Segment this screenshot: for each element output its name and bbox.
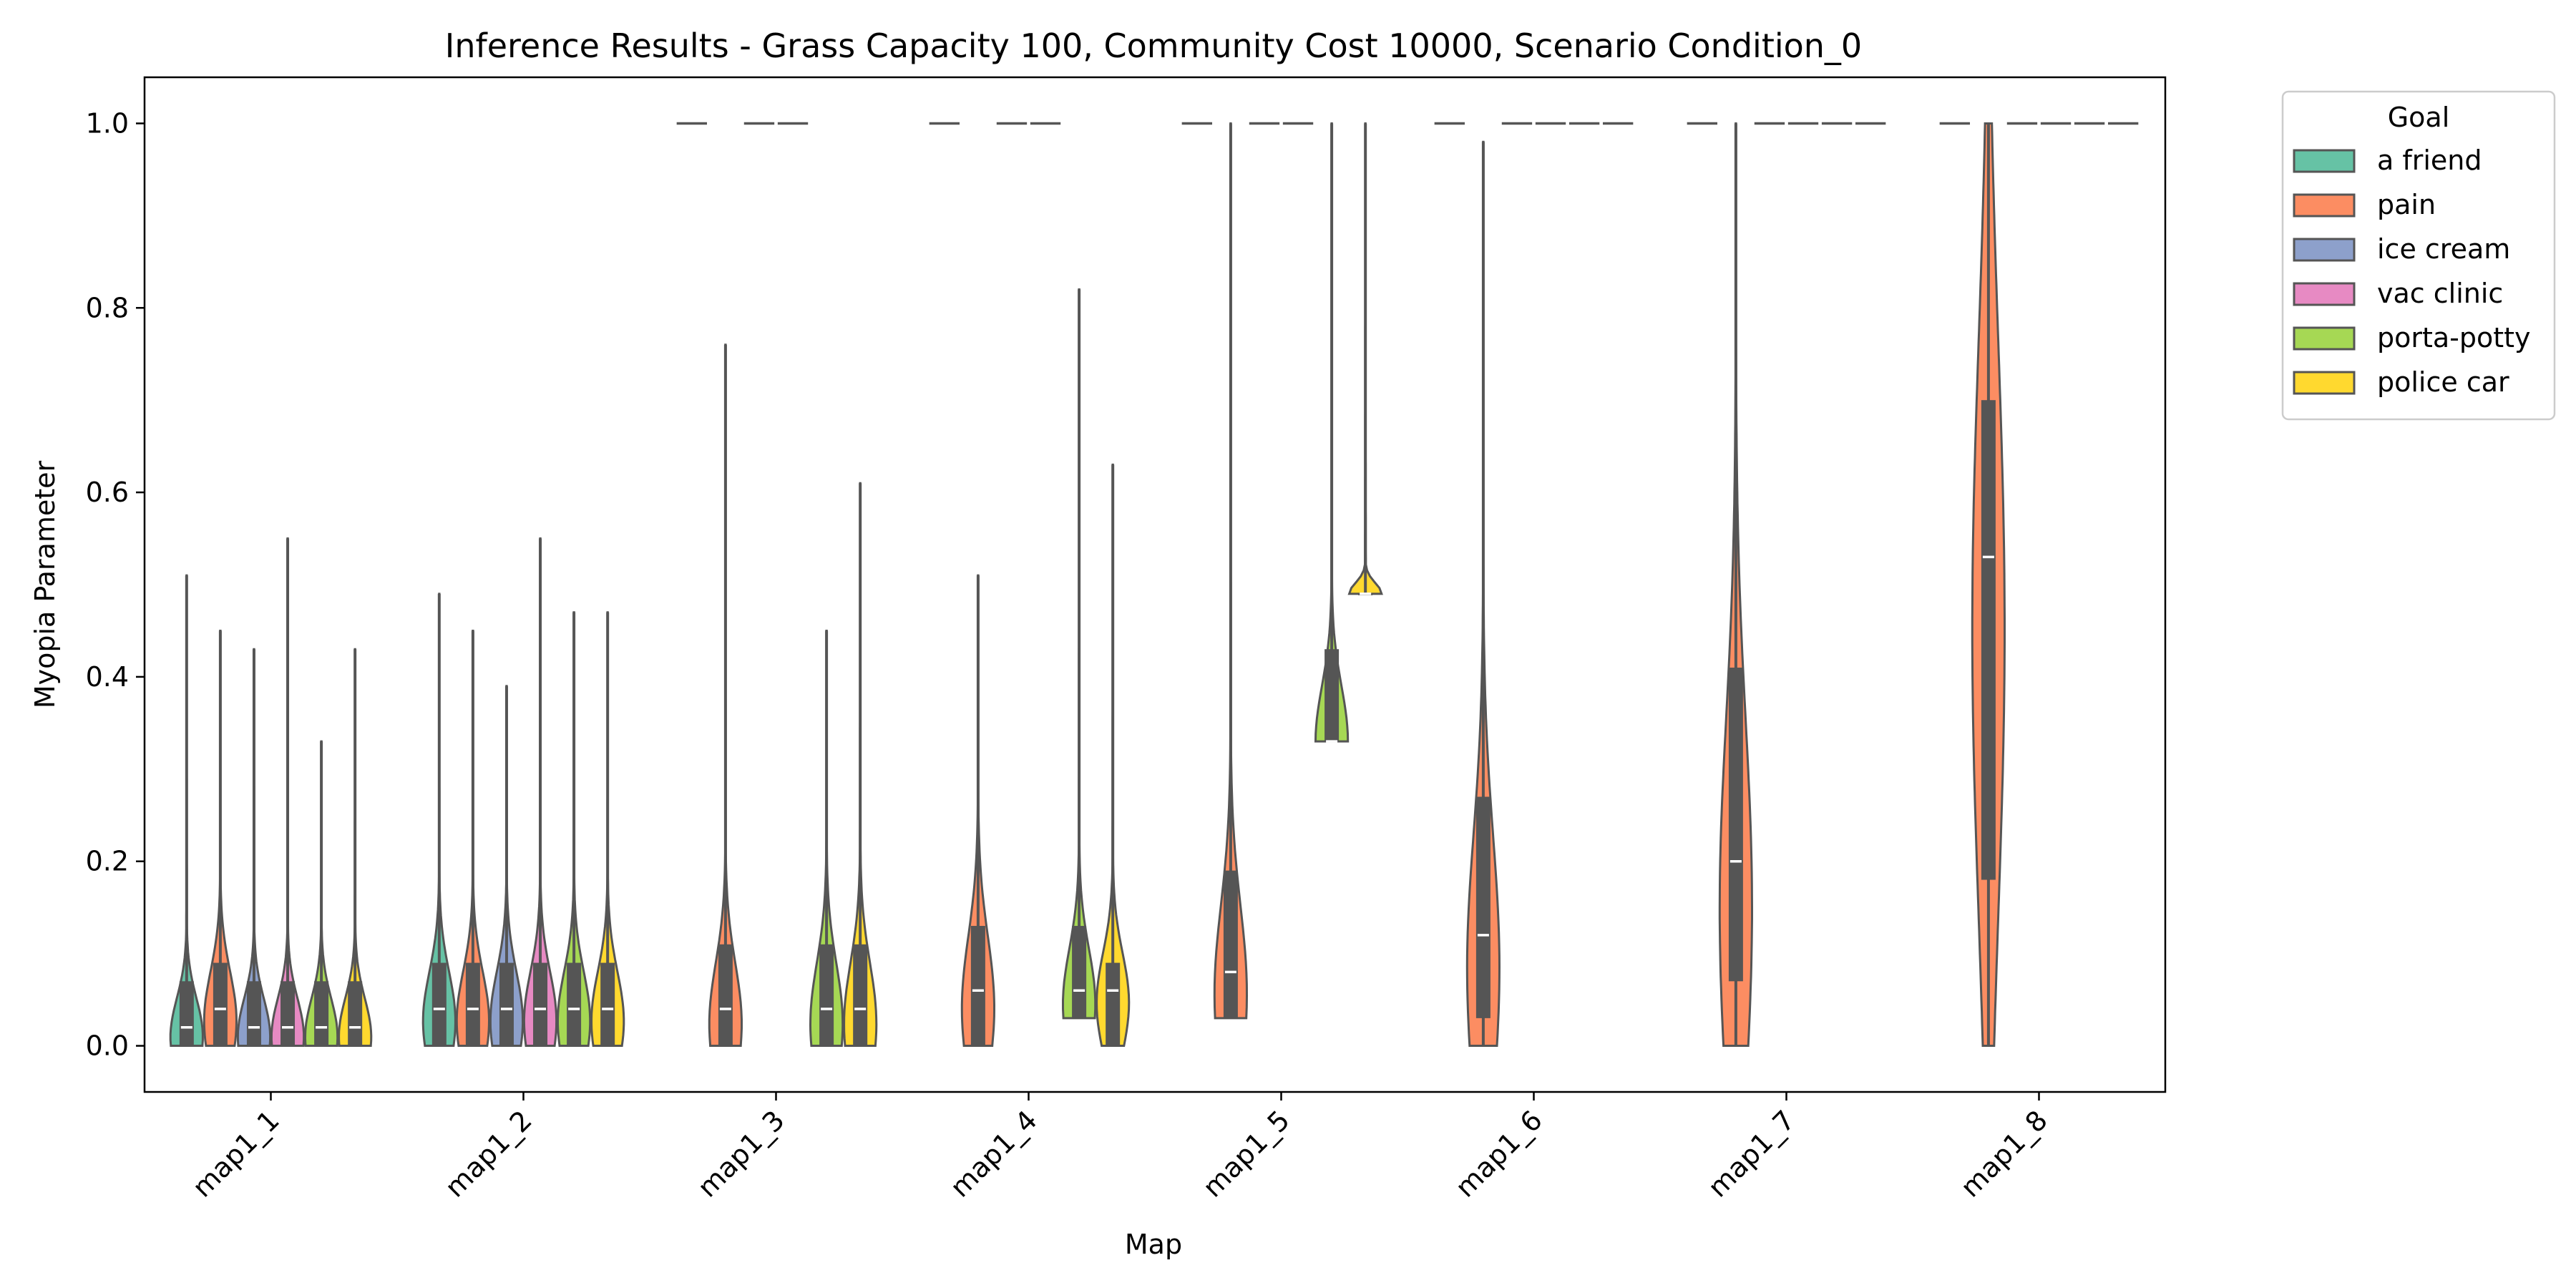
violin-map1_1-porta-potty (303, 740, 339, 1047)
x-tick-label: map1_6 (1449, 1104, 1548, 1203)
legend-label: vac clinic (2377, 278, 2503, 309)
legend-label: pain (2377, 189, 2436, 220)
x-tick-label: map1_2 (439, 1104, 537, 1203)
violin-map1_2-porta-potty (557, 611, 592, 1047)
violin-iqr-box (853, 944, 868, 1046)
x-tick-label: map1_8 (1954, 1104, 2053, 1203)
violin-iqr-box (1981, 400, 1996, 880)
violin-iqr-box (1072, 925, 1087, 1018)
violin-iqr-box (348, 981, 363, 1046)
violin-map1_2-ice-cream (489, 685, 525, 1047)
violin-map1_2-pain (455, 630, 491, 1047)
violin-iqr-box (567, 962, 582, 1046)
violin-iqr-box (280, 981, 296, 1046)
violin-map1_1-pain (203, 630, 238, 1047)
legend-swatch-porta-potty (2293, 326, 2356, 351)
x-tick-label: map1_1 (186, 1104, 285, 1203)
violin-map1_2-a-friend (421, 592, 457, 1047)
violin-map1_6-pain (1465, 140, 1501, 1047)
violin-map1_7-pain (1718, 122, 1753, 1047)
violin-iqr-box (1728, 668, 1743, 982)
legend-label: a friend (2377, 145, 2482, 176)
violin-iqr-box (431, 962, 447, 1046)
violin-iqr-box (246, 981, 261, 1046)
violin-map1_5-porta-potty (1314, 122, 1350, 743)
violin-map1_2-vac-clinic (522, 537, 558, 1047)
violin-map1_4-porta-potty (1062, 288, 1097, 1020)
violin-map1_3-pain (708, 343, 743, 1047)
violin-map1_1-a-friend (169, 574, 204, 1047)
violin-iqr-box (499, 962, 514, 1046)
violin-map1_5-pain (1213, 122, 1249, 1020)
x-axis: map1_1 map1_2 map1_3 map1_4 map1_5 map1_6 map1… (186, 1092, 2054, 1204)
violin-iqr-box (179, 981, 194, 1046)
y-tick-label: 0.0 (86, 1030, 129, 1062)
violin-iqr-box (465, 962, 480, 1046)
legend-swatch-police-car (2293, 371, 2356, 395)
violin-iqr-box (533, 962, 548, 1046)
chart-title: Inference Results - Grass Capacity 100, … (445, 26, 1862, 65)
legend-label: porta-potty (2377, 322, 2531, 353)
violin-map1_5-police-car (1347, 122, 1383, 595)
y-tick-label: 0.6 (86, 477, 129, 508)
violin-map1_4-pain (960, 574, 995, 1047)
violin-map1_1-police-car (338, 648, 373, 1047)
violin-iqr-box (314, 981, 329, 1046)
x-tick-label: map1_7 (1702, 1104, 1800, 1203)
legend-title: Goal (2388, 102, 2450, 133)
violin-iqr-box (970, 925, 985, 1046)
violin-iqr-box (1324, 649, 1340, 742)
violin-map1_4-police-car (1096, 463, 1131, 1047)
violin-map1_3-porta-potty (809, 630, 844, 1047)
x-tick-label: map1_3 (691, 1104, 790, 1203)
violin-map1_3-police-car (843, 482, 878, 1047)
legend-swatch-vac-clinic (2293, 282, 2356, 306)
violin-iqr-box (1223, 870, 1238, 1018)
y-axis: 0.0 0.2 0.4 0.6 0.8 1.0 (86, 107, 145, 1062)
violin-map1_2-police-car (590, 611, 625, 1047)
x-tick-label: map1_5 (1196, 1104, 1295, 1203)
plot-area (169, 122, 2139, 1047)
violin-map1_1-vac-clinic (270, 537, 306, 1047)
violin-iqr-box (213, 962, 228, 1046)
legend-swatch-pain (2293, 193, 2356, 218)
legend: Goal a friend pain ice cream vac clinic port… (2281, 90, 2556, 421)
y-tick-label: 0.8 (86, 292, 129, 323)
y-tick-label: 1.0 (86, 107, 129, 139)
legend-swatch-a-friend (2293, 149, 2356, 173)
legend-swatch-ice-cream (2293, 238, 2356, 262)
x-axis-label: Map (1125, 1229, 1182, 1260)
legend-label: police car (2377, 366, 2509, 398)
legend-label: ice cream (2377, 233, 2510, 265)
violin-map1_1-ice-cream (236, 648, 272, 1047)
violin-iqr-box (1106, 962, 1121, 1046)
violin-iqr-box (819, 944, 834, 1046)
violin-iqr-box (718, 944, 733, 1046)
violin-map1_8-pain (1971, 122, 2006, 1047)
violin-iqr-box (1475, 796, 1491, 1018)
y-tick-label: 0.4 (86, 661, 129, 693)
y-axis-label: Myopia Parameter (29, 460, 61, 708)
violin-iqr-box (600, 962, 615, 1046)
plot-frame (143, 76, 2167, 1093)
y-tick-label: 0.2 (86, 846, 129, 877)
x-tick-label: map1_4 (944, 1104, 1043, 1203)
